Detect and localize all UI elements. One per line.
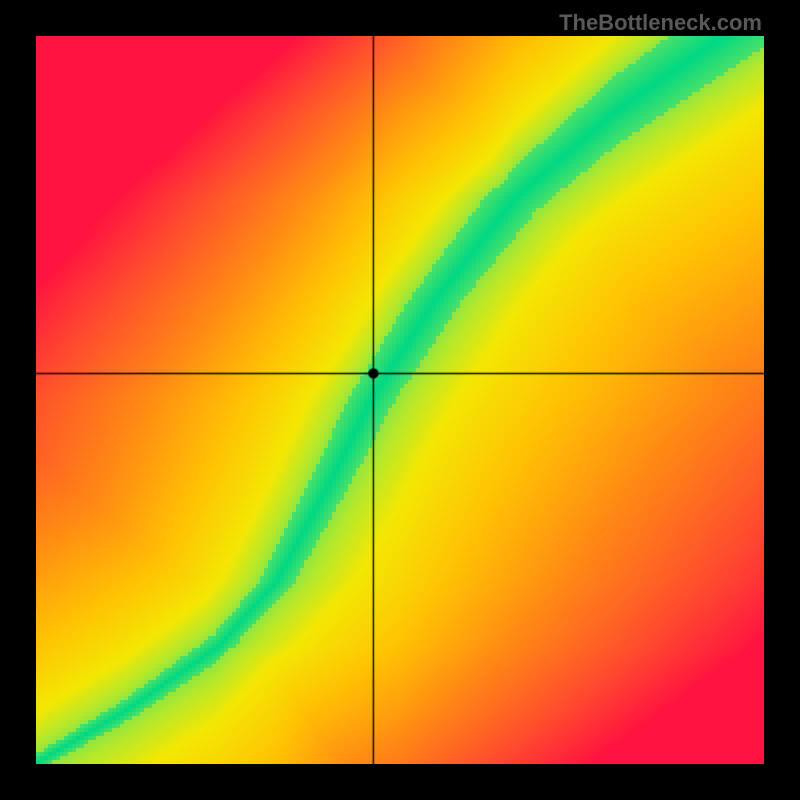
watermark-text: TheBottleneck.com [559,10,762,36]
bottleneck-heatmap [36,36,764,764]
chart-container: { "canvas": { "width": 800, "height": 80… [0,0,800,800]
